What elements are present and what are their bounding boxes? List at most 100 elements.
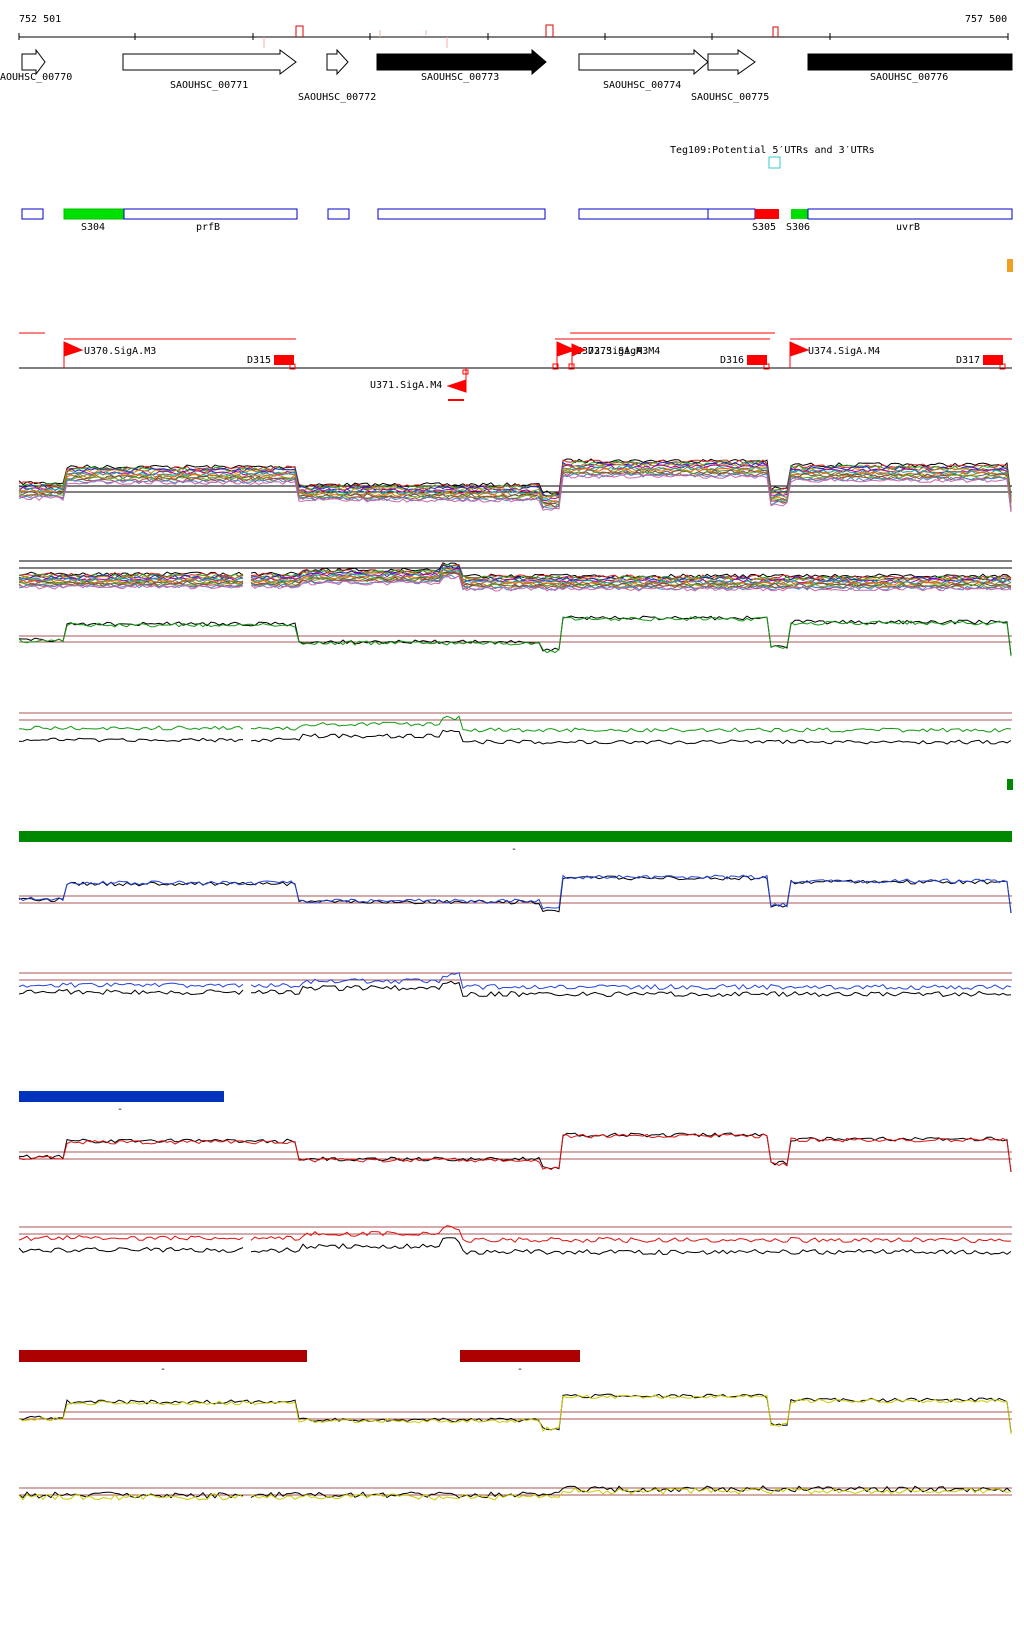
promoter-label-d373: D373.SigA.M4 — [588, 346, 660, 357]
trace-multi-plus-11 — [18, 471, 1012, 512]
promoter-track: U370.SigA.M3 D315 U371.SigA.M4 U372.SigA… — [19, 332, 1012, 401]
gene-arrow-00775[interactable] — [707, 49, 756, 75]
expression-panel-blue-plus — [18, 874, 1012, 914]
trace-multi-minus-10 — [18, 571, 1011, 589]
trace-red-minus-red — [18, 1225, 1011, 1244]
trace-green-plus-black — [18, 615, 1012, 655]
blue-bar-sep: - — [117, 1104, 123, 1115]
promoter-label-d315: D315 — [247, 355, 271, 366]
green-small-tick — [1007, 779, 1013, 790]
coord-end: 757 500 — [965, 14, 1007, 25]
gene-label-00776: SAOUHSC_00776 — [870, 72, 948, 83]
darkred-bar-sep-2: - — [517, 1364, 523, 1375]
promoter-d317[interactable]: D317 — [956, 355, 1006, 370]
promoter-label-d316: D316 — [720, 355, 744, 366]
trace-multi-minus-7 — [18, 568, 1012, 586]
trace-green-minus-green — [18, 715, 1012, 733]
anno-label-prfb: prfB — [196, 222, 220, 233]
trace-multi-plus-5 — [18, 464, 1012, 502]
promoter-label-u370: U370.SigA.M3 — [84, 346, 156, 357]
anno-prfb[interactable] — [123, 208, 298, 220]
anno-box-a[interactable] — [21, 208, 44, 220]
anno-label-s304: S304 — [81, 222, 105, 233]
gene-arrow-00772[interactable] — [326, 48, 349, 76]
anno-label-s305: S305 — [752, 222, 776, 233]
gene-arrow-00771[interactable] — [122, 49, 297, 75]
anno-box-d[interactable] — [578, 208, 709, 220]
darkred-coverage-bar-2[interactable] — [460, 1350, 580, 1362]
gene-label-00775: SAOUHSC_00775 — [691, 92, 769, 103]
trace-multi-minus-13 — [18, 574, 1012, 592]
gene-label-00774: SAOUHSC_00774 — [603, 80, 681, 91]
ruler-red-marks — [295, 24, 779, 37]
coord-start: 752 501 — [19, 14, 61, 25]
promoter-label-u371: U371.SigA.M4 — [370, 380, 442, 391]
promoter-label-u372: U372.SigA.M3 — [576, 346, 648, 357]
darkred-coverage-bar-1[interactable] — [19, 1350, 307, 1362]
promoter-u371[interactable]: U371.SigA.M4 — [370, 368, 469, 401]
trace-yellow-plus-black — [18, 1393, 1012, 1433]
gene-arrow-00774[interactable] — [578, 48, 709, 76]
teg109-label: Teg109:Potential 5′UTRs and 3′UTRs — [670, 145, 875, 156]
darkred-bar-sep-1: - — [160, 1364, 166, 1375]
promoter-u370[interactable]: U370.SigA.M3 — [63, 341, 156, 368]
gene-arrow-00776[interactable] — [807, 53, 1013, 71]
expression-panel-yellow-plus — [18, 1393, 1012, 1435]
anno-box-b[interactable] — [327, 208, 350, 220]
teg109-marker[interactable] — [768, 156, 781, 169]
expression-panel-red-minus — [18, 1225, 1012, 1256]
trace-multi-minus-5 — [18, 568, 1012, 584]
promoter-label-u374: U374.SigA.M4 — [808, 346, 880, 357]
anno-s306[interactable] — [791, 209, 808, 219]
trace-blue-minus-blue — [18, 972, 1012, 991]
ruler-ticks — [18, 33, 1009, 40]
gene-arrow-00770[interactable] — [21, 48, 46, 76]
trace-multi-plus-6 — [18, 465, 1012, 503]
blue-coverage-bar[interactable] — [19, 1091, 224, 1102]
ruler-faint-marks — [263, 30, 448, 48]
expression-panel-multi-strand-minus — [18, 560, 1012, 592]
anno-box-c[interactable] — [377, 208, 546, 220]
expression-panel-green-plus — [18, 615, 1012, 657]
gene-label-00772: SAOUHSC_00772 — [298, 92, 376, 103]
promoter-u374[interactable]: U374.SigA.M4 — [789, 341, 880, 368]
anno-s304[interactable] — [63, 208, 125, 220]
trace-multi-minus-1 — [18, 562, 1012, 580]
trace-multi-minus-0 — [18, 562, 1012, 579]
anno-label-s306: S306 — [786, 222, 810, 233]
orange-tick — [1007, 259, 1013, 272]
gene-label-00771: SAOUHSC_00771 — [170, 80, 248, 91]
promoter-label-d317: D317 — [956, 355, 980, 366]
anno-box-e[interactable] — [707, 208, 756, 220]
trace-yellow-plus-yellow — [18, 1394, 1012, 1435]
trace-red-plus-red — [18, 1133, 1012, 1172]
trace-blue-plus-black — [18, 875, 1012, 914]
expression-panel-blue-minus — [18, 972, 1012, 998]
trace-green-plus-green — [18, 616, 1012, 657]
anno-uvrb[interactable] — [807, 208, 1013, 220]
trace-blue-minus-black — [18, 980, 1012, 998]
gene-label-00770: AOUHSC_00770 — [0, 72, 72, 83]
gene-label-00773: SAOUHSC_00773 — [421, 72, 499, 83]
expression-panel-multi-strand-plus — [18, 458, 1012, 513]
promoter-d373[interactable]: D373.SigA.M4 — [568, 343, 660, 370]
promoter-d315[interactable]: D315 — [247, 355, 296, 370]
coordinate-ruler: 752 501 757 500 — [18, 14, 1009, 48]
teg109-track: Teg109:Potential 5′UTRs and 3′UTRs — [670, 145, 875, 169]
anno-s305[interactable] — [755, 209, 779, 219]
expression-panel-yellow-minus — [18, 1485, 1012, 1501]
green-bar-sep: - — [511, 844, 517, 855]
expression-panel-green-minus — [18, 712, 1012, 745]
trace-blue-plus-blue — [18, 874, 1012, 912]
trace-yellow-minus-yellow — [18, 1487, 1012, 1501]
trace-multi-plus-13 — [18, 473, 1012, 513]
trace-multi-plus-2 — [18, 460, 1012, 498]
gene-arrow-00773[interactable] — [376, 48, 547, 76]
green-coverage-bar[interactable] — [19, 831, 1012, 842]
trace-green-minus-black — [18, 729, 1012, 745]
promoter-d316[interactable]: D316 — [720, 355, 770, 370]
anno-label-uvrb: uvrB — [896, 222, 920, 233]
annotation-track: S304 prfB S305 S306 uvrB — [21, 208, 1013, 272]
trace-red-minus-black — [18, 1237, 1012, 1256]
